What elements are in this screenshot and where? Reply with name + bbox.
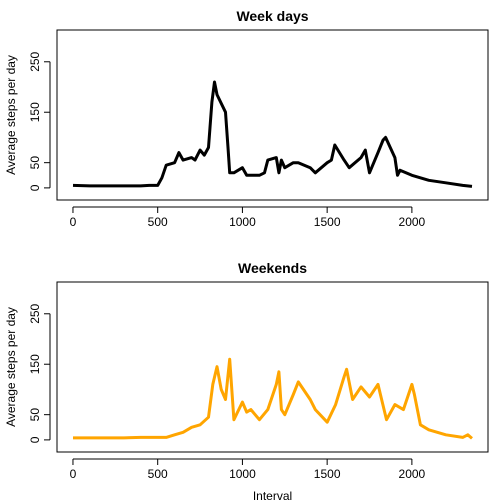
x-tick-label: 0 <box>70 215 77 229</box>
plot-box <box>56 29 489 201</box>
x-tick-label: 500 <box>148 215 168 229</box>
chart-title: Weekends <box>238 260 307 276</box>
y-tick-label: 150 <box>28 354 42 374</box>
y-tick-label: 50 <box>28 156 42 170</box>
y-tick-label: 250 <box>28 303 42 323</box>
y-tick-label: 50 <box>28 408 42 422</box>
x-tick-label: 2000 <box>399 215 426 229</box>
chart-title: Week days <box>236 8 308 24</box>
x-tick-label: 0 <box>70 467 77 481</box>
y-tick-label: 250 <box>28 51 42 71</box>
x-tick-label: 2000 <box>399 467 426 481</box>
x-tick-label: 1500 <box>314 467 341 481</box>
y-tick-label: 0 <box>28 184 42 191</box>
x-axis-label: Interval <box>253 489 292 503</box>
y-tick-label: 0 <box>28 436 42 443</box>
y-axis-label: Average steps per day <box>4 55 18 175</box>
x-tick-label: 500 <box>148 467 168 481</box>
x-tick-label: 1500 <box>314 215 341 229</box>
y-axis-label: Average steps per day <box>4 307 18 427</box>
y-tick-label: 150 <box>28 102 42 122</box>
data-line <box>73 357 473 440</box>
x-tick-label: 1000 <box>229 467 256 481</box>
x-tick-label: 1000 <box>229 215 256 229</box>
plot-box <box>56 281 489 453</box>
data-line <box>72 80 473 188</box>
